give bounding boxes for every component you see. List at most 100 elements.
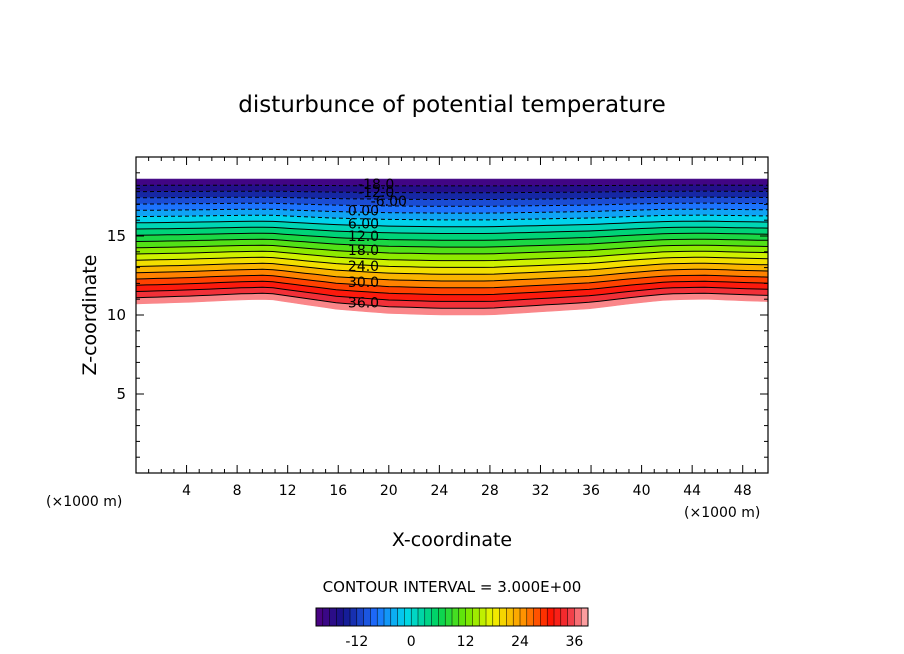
x-tick-label: 8 — [233, 483, 242, 499]
colorbar-swatch — [513, 608, 521, 626]
colorbar-swatch — [424, 608, 432, 626]
contour-label: 36.0 — [348, 295, 379, 311]
x-unit-right: (×1000 m) — [684, 505, 760, 521]
contour-line — [136, 280, 768, 296]
colorbar-tick-label: 12 — [457, 634, 475, 650]
y-tick-label: 15 — [107, 227, 126, 245]
contour-label: 18.0 — [348, 243, 379, 259]
colorbar-swatch — [452, 608, 460, 626]
colorbar-swatch — [316, 608, 324, 626]
colorbar-swatch — [479, 608, 487, 626]
colorbar-swatch — [499, 608, 507, 626]
contour-label: 12.0 — [348, 229, 379, 245]
contour-line — [136, 292, 768, 309]
colorbar-swatch — [377, 608, 385, 626]
contour-label: -6.00 — [371, 194, 407, 210]
contour-line — [136, 268, 768, 282]
colorbar-swatch — [411, 608, 419, 626]
x-tick-label: 24 — [430, 483, 448, 499]
colorbar-swatch — [445, 608, 453, 626]
contour-lines — [136, 184, 768, 309]
x-tick-label: 28 — [481, 483, 499, 499]
colorbar-swatch — [574, 608, 582, 626]
chart-title: disturbunce of potential temperature — [238, 92, 666, 118]
contour-line — [136, 226, 768, 234]
colorbar-swatch — [404, 608, 412, 626]
colorbar-swatch — [472, 608, 480, 626]
colorbar-swatch — [458, 608, 466, 626]
x-axis-ticks: 4 8 12 16 20 24 28 32 36 40 44 48 — [148, 157, 756, 499]
y-tick-label: 10 — [107, 306, 126, 324]
colorbar-swatch — [384, 608, 392, 626]
colorbar-swatch — [533, 608, 541, 626]
x-tick-label: 12 — [279, 483, 297, 499]
contour-interval-text: CONTOUR INTERVAL = 3.000E+00 — [323, 578, 582, 596]
colorbar-swatch — [540, 608, 548, 626]
colorbar-swatch — [356, 608, 364, 626]
x-tick-label: 36 — [582, 483, 600, 499]
colorbar-swatch — [390, 608, 398, 626]
colorbar-swatch — [438, 608, 446, 626]
contour-label: 24.0 — [348, 259, 379, 275]
colorbar-tick-label: -12 — [345, 634, 368, 650]
colorbar: -12 0 12 24 36 — [315, 607, 589, 650]
colorbar-swatch — [486, 608, 494, 626]
y-tick-label: 5 — [116, 385, 126, 403]
contour-line — [136, 208, 768, 214]
colorbar-swatch — [554, 608, 562, 626]
colorbar-swatch — [506, 608, 514, 626]
contour-field — [136, 178, 768, 316]
colorbar-swatch — [581, 608, 589, 626]
colorbar-swatch — [492, 608, 500, 626]
colorbar-swatch — [397, 608, 405, 626]
contour-line — [136, 250, 768, 262]
contour-label: 6.00 — [348, 216, 379, 232]
contour-line — [136, 184, 768, 187]
x-tick-label: 48 — [734, 483, 752, 499]
x-tick-label: 44 — [683, 483, 701, 499]
x-tick-label: 16 — [329, 483, 347, 499]
colorbar-swatch — [560, 608, 568, 626]
x-tick-label: 4 — [182, 483, 191, 499]
contour-line — [136, 202, 768, 207]
contour-line — [136, 214, 768, 221]
contour-label: -18.0 — [358, 177, 394, 193]
contour-line — [136, 256, 768, 268]
contour-label: 30.0 — [348, 275, 379, 291]
contour-line — [136, 244, 768, 255]
colorbar-swatch — [343, 608, 351, 626]
y-axis-label: Z-coordinate — [79, 255, 101, 376]
contour-line — [136, 196, 768, 200]
colorbar-swatch — [520, 608, 528, 626]
colorbar-swatch — [370, 608, 378, 626]
colorbar-swatch — [350, 608, 358, 626]
contour-line — [136, 274, 768, 289]
contour-line — [136, 262, 768, 275]
colorbar-swatch — [547, 608, 555, 626]
colorbar-swatch — [431, 608, 439, 626]
colorbar-swatch — [418, 608, 426, 626]
x-tick-label: 32 — [532, 483, 550, 499]
x-axis-label: X-coordinate — [392, 529, 512, 551]
contour-line — [136, 286, 768, 302]
contour-line — [136, 232, 768, 241]
x-tick-label: 20 — [380, 483, 398, 499]
colorbar-tick-label: 24 — [511, 634, 529, 650]
contour-line — [136, 190, 768, 194]
colorbar-swatch — [336, 608, 344, 626]
colorbar-swatch — [526, 608, 534, 626]
colorbar-swatch — [329, 608, 337, 626]
colorbar-swatch — [363, 608, 371, 626]
x-unit-left: (×1000 m) — [46, 494, 122, 510]
y-axis-ticks: 5 10 15 — [107, 172, 768, 458]
contour-line — [136, 238, 768, 248]
colorbar-swatch — [567, 608, 575, 626]
contour-line — [136, 220, 768, 228]
colorbar-tick-label: 0 — [407, 634, 416, 650]
contour-label: 0.00 — [348, 204, 379, 220]
colorbar-frame — [315, 607, 589, 627]
x-tick-label: 40 — [633, 483, 651, 499]
colorbar-tick-label: 36 — [565, 634, 583, 650]
